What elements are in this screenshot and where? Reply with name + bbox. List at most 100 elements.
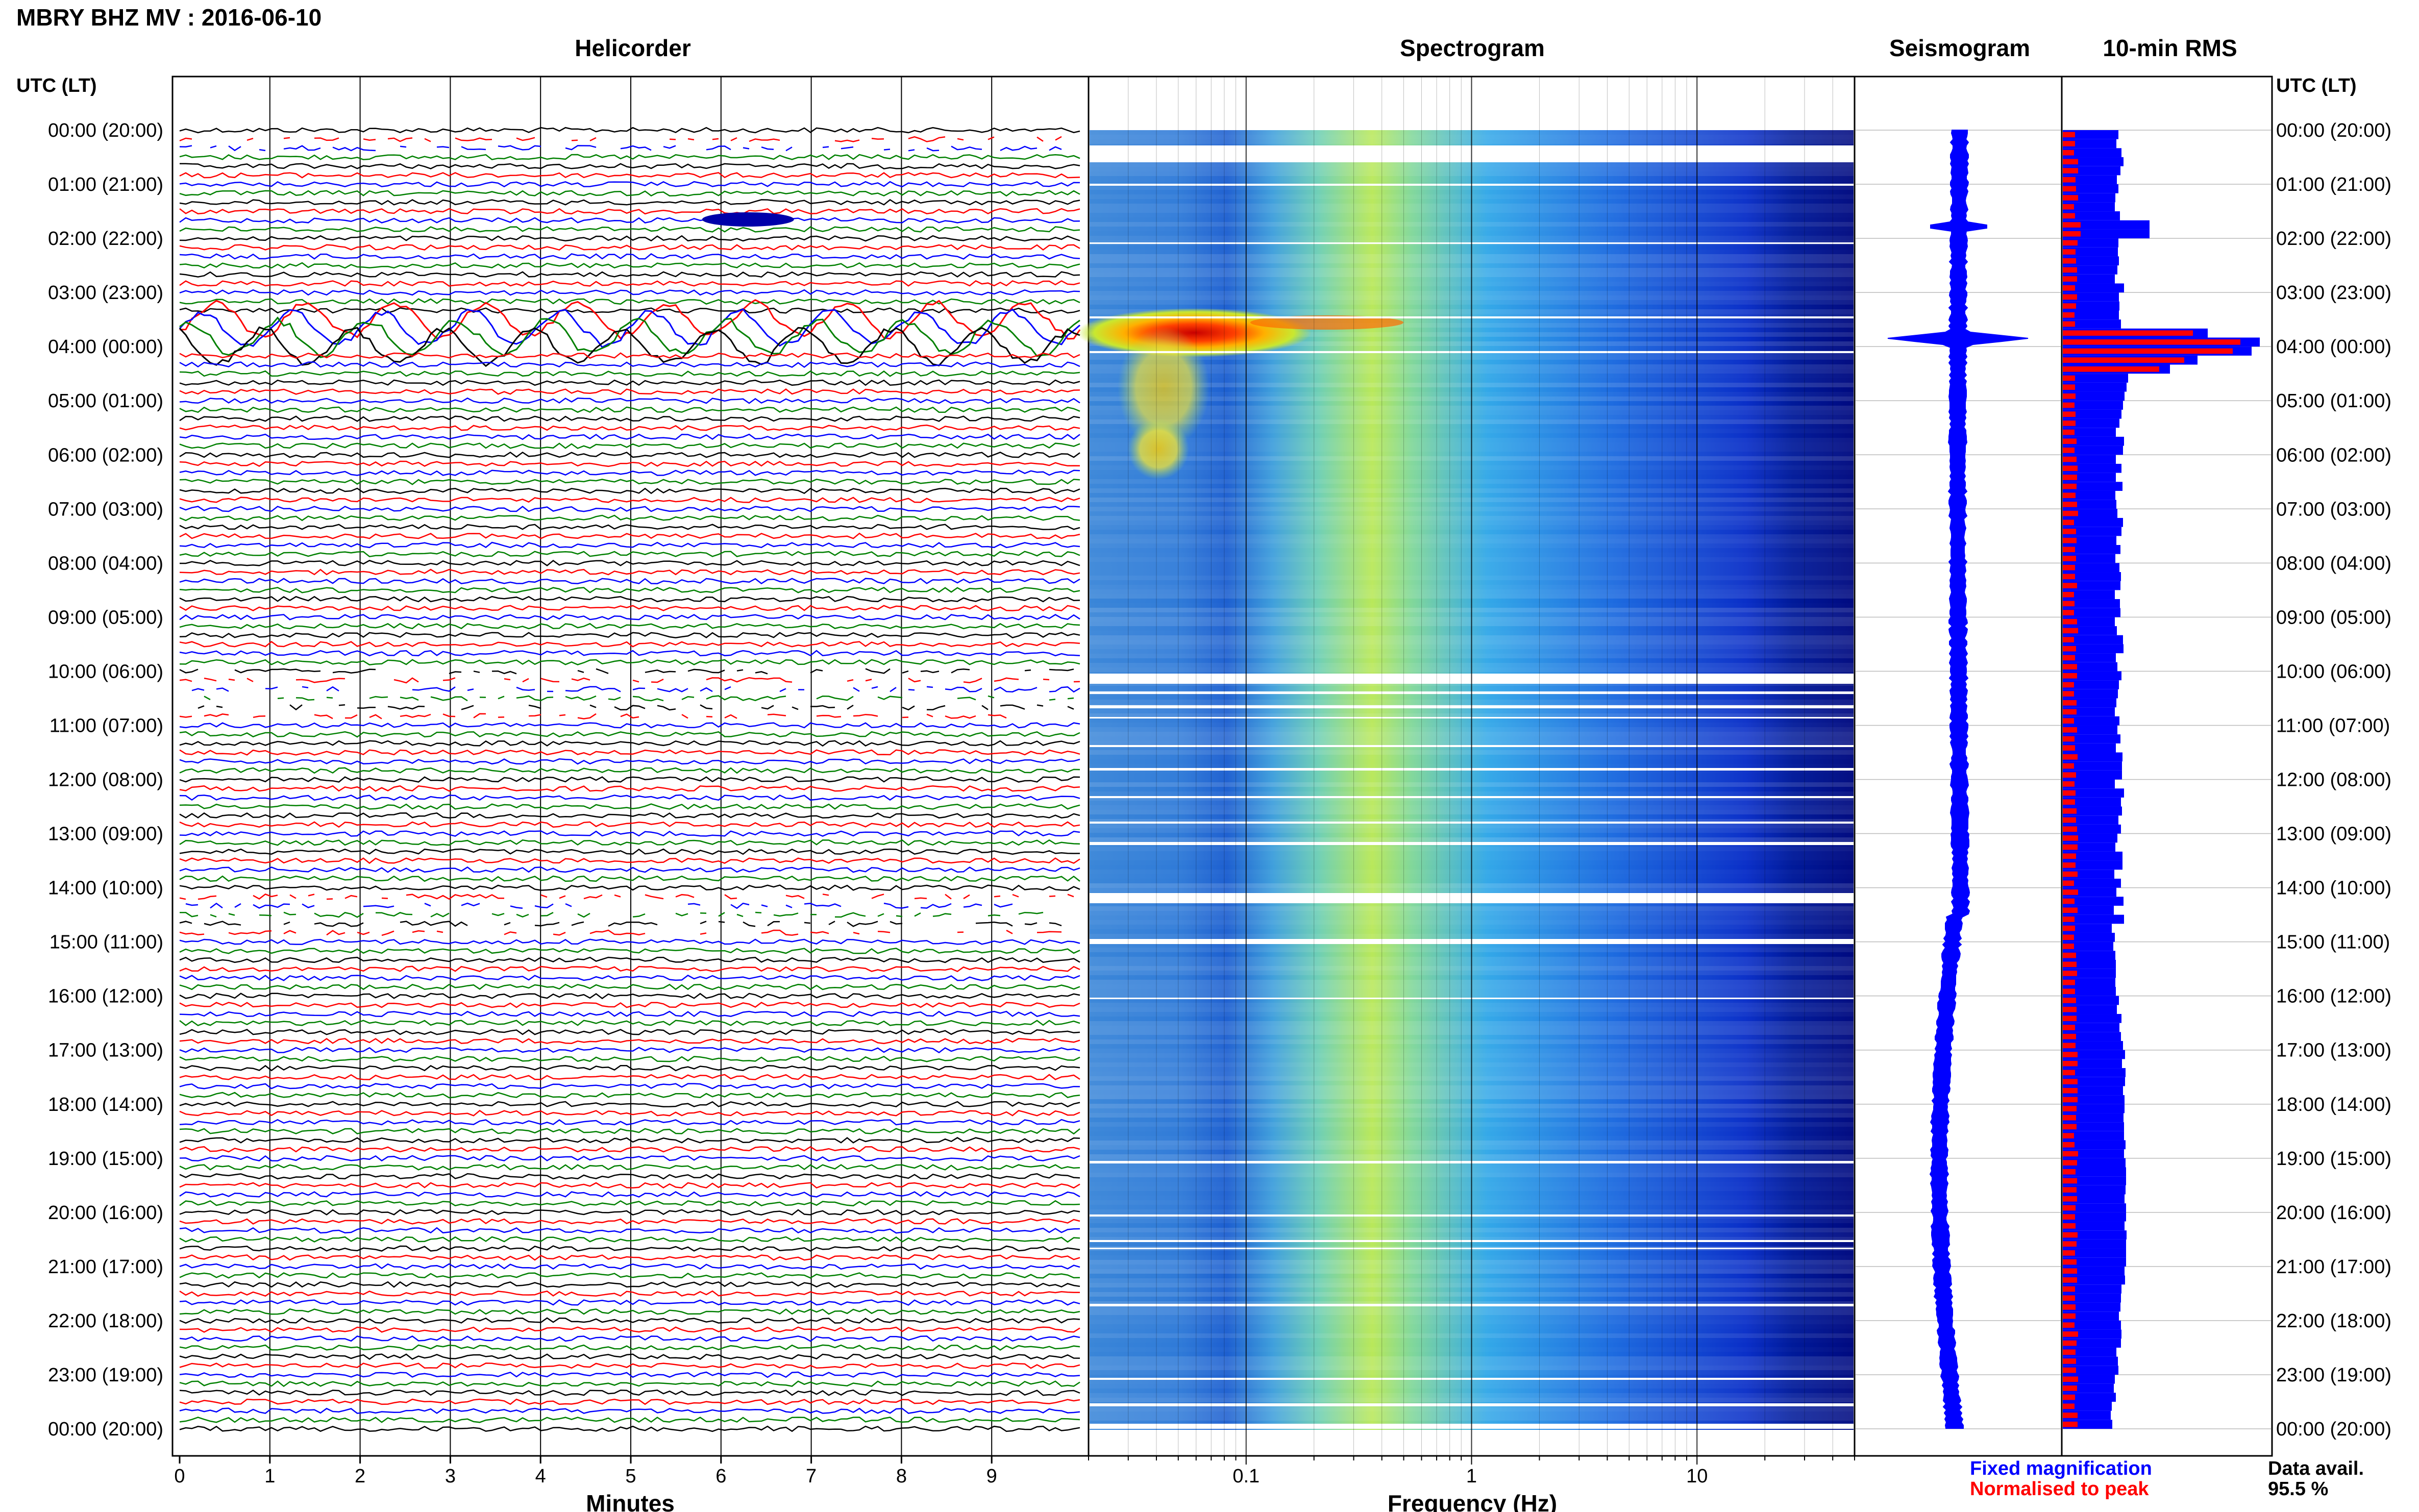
rms-bar-normalised [2063, 1367, 2076, 1373]
rms-bar-normalised [2063, 204, 2074, 210]
seismogram-title: Seismogram [1889, 35, 2030, 61]
time-label-right: 21:00 (17:00) [2276, 1256, 2391, 1278]
rms-bar-normalised [2063, 610, 2074, 615]
rms-bar-normalised [2063, 249, 2076, 255]
rms-bar-normalised [2063, 1124, 2077, 1130]
helicorder-trace-line [179, 352, 1080, 359]
time-label-right: 11:00 (07:00) [2276, 715, 2390, 736]
left-time-labels: 00:00 (20:00) 01:00 (21:00) 02:00 (22:00) 0… [48, 120, 163, 1440]
rms-bar-fixed [2063, 590, 2115, 600]
helicorder-trace-line [179, 361, 1080, 368]
rms-bar-normalised [2063, 700, 2077, 706]
helicorder-trace-line [179, 1064, 1080, 1072]
helicorder-trace-line [179, 1389, 1080, 1396]
helicorder-trace-line [179, 1263, 1080, 1270]
rms-bar-fixed [2063, 644, 2124, 654]
rms-bar-fixed [2063, 1158, 2126, 1168]
rms-bar-normalised [2063, 934, 2074, 940]
rms-bar-normalised [2063, 952, 2076, 958]
rms-bar-fixed [2063, 1221, 2125, 1231]
rms-bar-fixed [2063, 490, 2115, 500]
rms-bar-fixed [2063, 743, 2116, 753]
time-label-left: 08:00 (04:00) [48, 553, 163, 574]
rms-bar-fixed [2063, 1212, 2126, 1222]
rms-bar-fixed [2063, 671, 2121, 681]
helicorder-trace-line [179, 1326, 1080, 1333]
rms-bar-fixed [2063, 229, 2150, 239]
rms-bar-normalised [2063, 1106, 2077, 1111]
rms-bar-fixed [2063, 608, 2120, 617]
rms-bar-fixed [2063, 752, 2122, 762]
rms-bar-normalised [2063, 231, 2081, 237]
helicorder-trace-line [179, 1398, 1080, 1405]
helicorder-trace-line [179, 181, 1080, 188]
rms-bar-fixed [2063, 1266, 2125, 1276]
time-label-left: 22:00 (18:00) [48, 1310, 163, 1332]
rms-bar-fixed [2063, 1248, 2126, 1258]
spectrogram-xlabel: Frequency (Hz) [1388, 1490, 1557, 1512]
helicorder-trace-line [179, 821, 1080, 828]
rms-bar-normalised [2063, 1223, 2076, 1229]
rms-bar-normalised [2063, 510, 2078, 516]
time-label-right: 01:00 (21:00) [2276, 174, 2391, 195]
helicorder-trace-line [179, 514, 1080, 522]
rms-bar-normalised [2063, 1259, 2077, 1265]
rms-bar-fixed [2063, 1311, 2119, 1321]
rms-bar-normalised [2063, 944, 2074, 949]
helicorder-trace-line [179, 1092, 1080, 1099]
helicorder-trace-line [179, 262, 1080, 269]
rms-bar-fixed [2063, 436, 2124, 446]
rms-bar-fixed [2063, 1366, 2118, 1375]
helicorder-tick-label: 6 [715, 1466, 726, 1487]
time-label-right: 04:00 (00:00) [2276, 336, 2391, 358]
rms-bar-fixed [2063, 1095, 2125, 1104]
helicorder-trace-line [179, 1272, 1080, 1279]
rms-bar-normalised [2063, 998, 2076, 1003]
rms-bar-normalised [2063, 1331, 2078, 1337]
rms-bar-normalised [2063, 664, 2077, 670]
helicorder-trace-line [179, 298, 1080, 305]
helicorder-trace-line [179, 1002, 1080, 1008]
rms-bar-fixed [2063, 1203, 2126, 1212]
rms-bar-normalised [2063, 799, 2075, 805]
helicorder-trace-line [204, 695, 1074, 702]
rms-bar-normalised [2063, 240, 2078, 246]
helicorder-trace-line [179, 839, 1080, 846]
rms-bar-fixed [2063, 1194, 2125, 1204]
data-avail-label: Data avail. [2268, 1458, 2364, 1479]
helicorder-trace-line [179, 1353, 1080, 1360]
rms-bar-normalised [2063, 492, 2076, 499]
helicorder-trace-line [179, 983, 1080, 990]
rms-bar-fixed [2063, 1131, 2124, 1141]
rms-bar-normalised [2063, 529, 2076, 534]
helicorder-trace-line [179, 551, 1080, 558]
helicorder-trace-line [179, 415, 1080, 422]
rms-bar-normalised [2063, 727, 2077, 733]
helicorder-trace-line [179, 1037, 1080, 1045]
rms-bar-fixed [2063, 996, 2119, 1005]
rms-bar-normalised [2063, 1187, 2077, 1193]
helicorder-tick-label: 2 [355, 1466, 365, 1487]
helicorder-trace-line [179, 740, 1080, 747]
spectrogram-grid [1088, 77, 1855, 1456]
helicorder-trace-line [179, 1218, 1080, 1225]
rms-bar-fixed [2063, 319, 2121, 329]
legend-fixed-magnification: Fixed magnification [1970, 1458, 2152, 1479]
helicorder-trace-line [179, 677, 1080, 684]
helicorder-trace-line [179, 235, 1080, 242]
utc-label-right: UTC (LT) [2276, 75, 2357, 96]
spectrogram-warm-patch-2 [1128, 418, 1189, 480]
helicorder-trace-line [179, 596, 1080, 603]
rms-bar-fixed [2063, 1122, 2124, 1131]
rms-bar-fixed [2063, 797, 2121, 807]
rms-bar-normalised [2063, 177, 2076, 183]
rms-bar-fixed [2063, 175, 2117, 185]
time-label-left: 02:00 (22:00) [48, 228, 163, 250]
seismogram-panel [1854, 76, 2063, 1457]
rms-bar-fixed [2063, 806, 2122, 816]
rms-bar-normalised [2063, 862, 2076, 868]
rms-bar-normalised [2063, 1403, 2075, 1409]
rms-bar-normalised [2063, 1087, 2078, 1094]
helicorder-trace-line [179, 974, 1080, 981]
helicorder-trace-line [179, 253, 1080, 260]
